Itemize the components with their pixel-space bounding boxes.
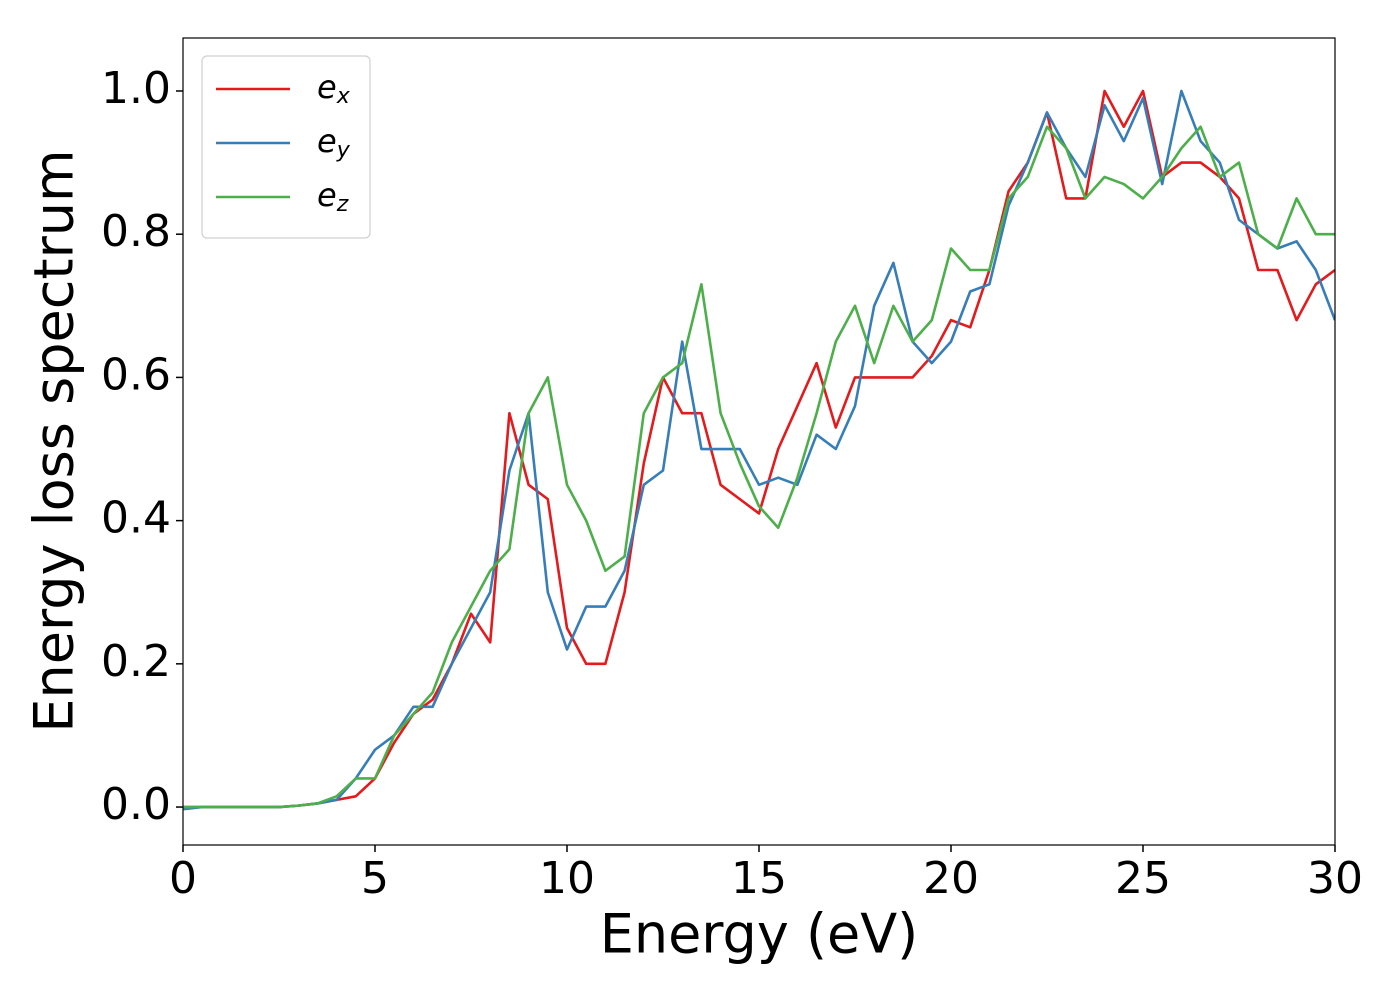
x-tick-label: 10 (539, 853, 595, 904)
series-line (183, 89, 1335, 811)
y-tick-label: 0.2 (101, 636, 171, 687)
y-tick-label: 0.8 (101, 206, 171, 257)
x-tick-label: 5 (361, 853, 389, 904)
legend-label: ex (317, 68, 351, 109)
x-tick-label: 0 (169, 853, 197, 904)
x-tick-label: 15 (731, 853, 787, 904)
legend-label: ey (317, 122, 351, 163)
y-tick-label: 0.4 (101, 493, 171, 544)
x-tick-label: 25 (1115, 853, 1171, 904)
y-axis-label: Energy loss spectrum (23, 149, 86, 732)
legend-label: ez (317, 176, 349, 217)
series-line (183, 125, 1335, 809)
y-tick-label: 0.0 (101, 779, 171, 830)
y-tick-label: 1.0 (101, 63, 171, 114)
x-axis-label: Energy (eV) (600, 903, 919, 966)
plot-frame (182, 37, 1336, 846)
x-tick-label: 30 (1307, 853, 1363, 904)
y-tick-label: 0.6 (101, 349, 171, 400)
x-tick-label: 20 (923, 853, 979, 904)
legend-box (201, 55, 371, 239)
